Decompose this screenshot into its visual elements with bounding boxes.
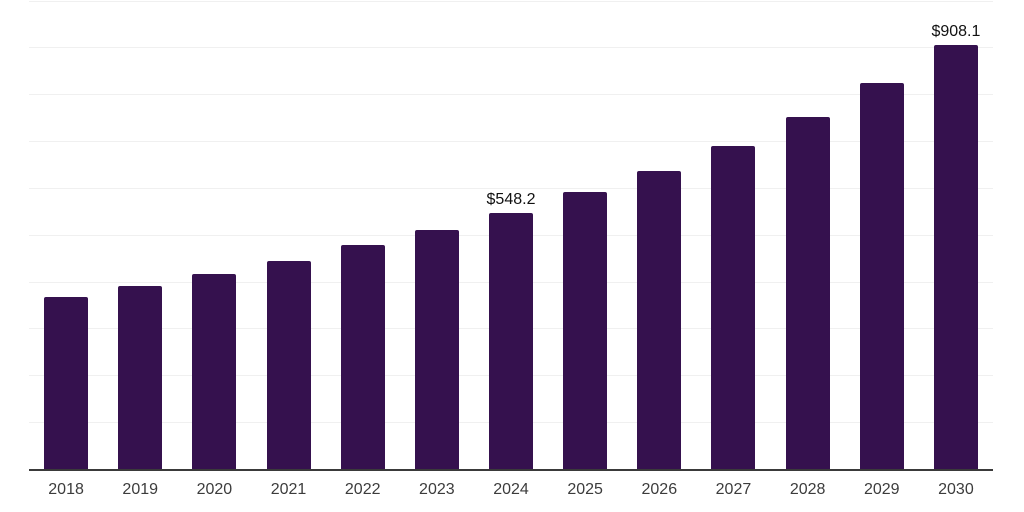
x-axis-line [29, 469, 993, 471]
bar-2026 [637, 171, 682, 470]
gridline-800 [29, 94, 993, 96]
bar-2018 [44, 297, 89, 470]
x-tick-label-2018: 2018 [48, 481, 84, 498]
gridline-700 [29, 141, 993, 143]
x-axis-labels: 2018 2019 2020 2021 2022 2023 2024 2025 2026 2027… [29, 478, 993, 508]
x-tick-label-2030: 2030 [938, 481, 974, 498]
gridline-600 [29, 187, 993, 189]
bar-2021 [266, 261, 311, 470]
x-tick-label-2029: 2029 [863, 481, 900, 498]
bar-2020 [192, 273, 237, 470]
bar-2024 [489, 213, 533, 470]
x-tick-label-2025: 2025 [567, 481, 603, 498]
x-tick-label-2019: 2019 [122, 481, 159, 498]
bar-value-label-2024: $548.2 [486, 191, 536, 209]
bar-2025 [563, 192, 608, 470]
gridline-1000 [29, 0, 993, 2]
bar-2028 [785, 117, 830, 470]
bar-2022 [340, 245, 385, 470]
x-tick-label-2026: 2026 [641, 481, 678, 498]
gridline-900 [29, 47, 993, 49]
bar-2023 [414, 230, 459, 470]
x-tick-label-2020: 2020 [196, 481, 233, 498]
bar-value-label-2030: $908.1 [931, 22, 981, 40]
x-tick-label-2028: 2028 [789, 481, 826, 498]
x-tick-label-2027: 2027 [715, 481, 752, 498]
plot-area: $548.2 $908.1 [29, 0, 993, 470]
x-tick-label-2024: 2024 [493, 481, 529, 498]
bar-2030 [933, 44, 978, 470]
x-tick-label-2023: 2023 [419, 481, 455, 498]
x-tick-label-2021: 2021 [270, 481, 307, 498]
x-tick-label-2022: 2022 [344, 481, 381, 498]
bar-2019 [118, 286, 163, 470]
bar-2027 [711, 146, 756, 470]
bar-2029 [859, 82, 904, 470]
